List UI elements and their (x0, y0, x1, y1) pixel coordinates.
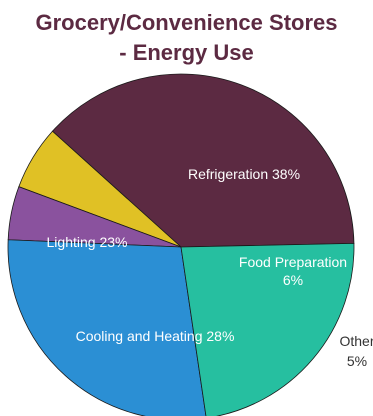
chart-title: Grocery/Convenience Stores - Energy Use (0, 8, 373, 68)
pie-labels: Refrigeration 38% Food Preparation 6% Other… (47, 166, 373, 369)
pie-slice-3 (7, 239, 207, 416)
slice-label-2: Other (339, 333, 373, 349)
slice-label-1-value: 6% (283, 272, 303, 288)
pie-slice-4 (180, 242, 355, 416)
slice-label-3: Cooling and Heating 28% (76, 328, 235, 344)
slice-label-4: Lighting 23% (47, 234, 128, 250)
pie-slice-0 (51, 73, 355, 248)
pie-slices (7, 73, 355, 416)
slice-label-1: Food Preparation (239, 254, 347, 270)
chart-title-line2: - Energy Use (119, 40, 254, 65)
chart-title-line1: Grocery/Convenience Stores (35, 10, 338, 35)
slice-label-0: Refrigeration 38% (188, 166, 300, 182)
slice-label-2-value: 5% (347, 353, 367, 369)
